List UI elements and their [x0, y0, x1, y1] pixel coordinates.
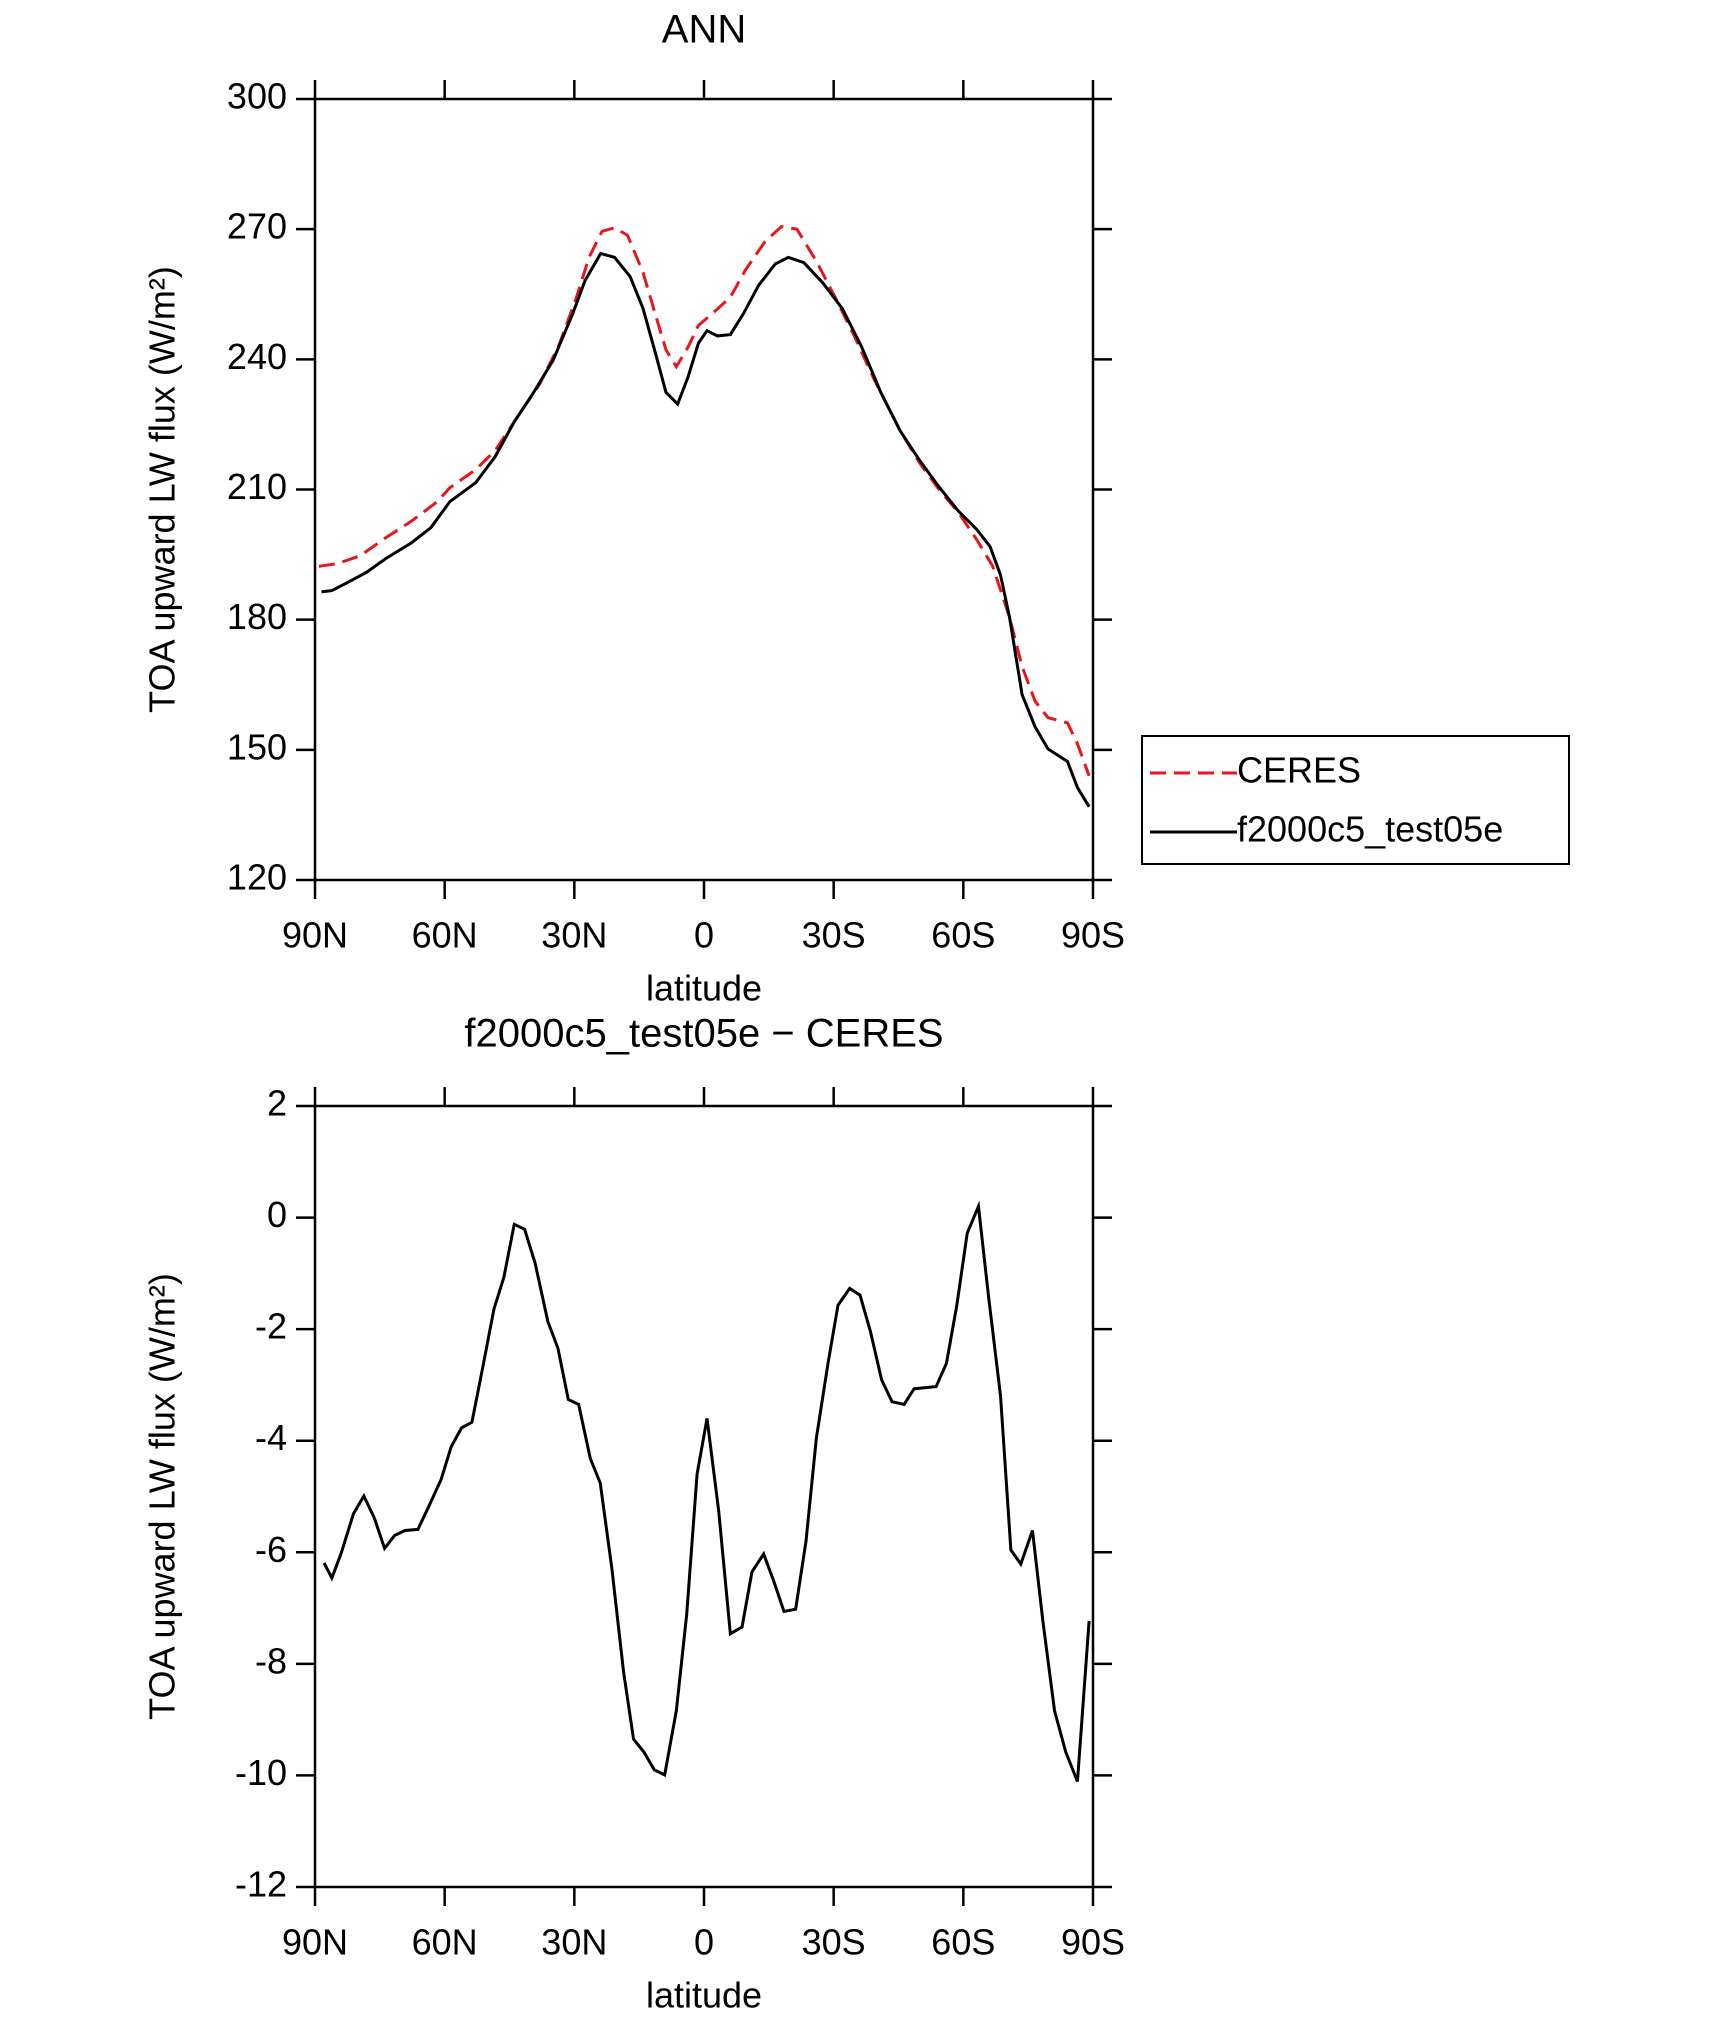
- x-tick-label: 30N: [541, 915, 607, 956]
- data-line: [318, 224, 1091, 777]
- y-tick-label: 270: [227, 206, 287, 247]
- y-tick-label: 150: [227, 726, 287, 767]
- data-line: [322, 1200, 1091, 1783]
- x-tick-label: 90N: [282, 915, 348, 956]
- y-tick-label: 210: [227, 466, 287, 507]
- x-tick-label: 60S: [931, 915, 995, 956]
- x-tick-label: 30N: [541, 1922, 607, 1963]
- x-tick-label: 90S: [1061, 1922, 1125, 1963]
- legend-label: f2000c5_test05e: [1237, 809, 1503, 850]
- y-tick-label: 0: [267, 1194, 287, 1235]
- y-tick-label: 180: [227, 596, 287, 637]
- x-axis-label: latitude: [646, 1975, 762, 2016]
- y-axis-label: TOA upward LW flux (W/m²): [142, 1273, 183, 1720]
- x-tick-label: 60N: [412, 915, 478, 956]
- x-tick-label: 0: [694, 1922, 714, 1963]
- y-tick-label: 300: [227, 76, 287, 117]
- y-axis-label: TOA upward LW flux (W/m²): [142, 266, 183, 713]
- x-tick-label: 90N: [282, 1922, 348, 1963]
- data-line: [321, 251, 1091, 808]
- x-axis-label: latitude: [646, 968, 762, 1009]
- x-tick-label: 60N: [412, 1922, 478, 1963]
- x-tick-label: 0: [694, 915, 714, 956]
- x-tick-label: 30S: [802, 1922, 866, 1963]
- y-tick-label: -8: [255, 1640, 287, 1681]
- chart-title: ANN: [662, 8, 746, 52]
- y-tick-label: 120: [227, 857, 287, 898]
- y-tick-label: -2: [255, 1306, 287, 1347]
- y-tick-label: 2: [267, 1083, 287, 1124]
- y-tick-label: -10: [235, 1752, 287, 1793]
- y-tick-label: 240: [227, 336, 287, 377]
- x-tick-label: 90S: [1061, 915, 1125, 956]
- y-tick-label: -4: [255, 1417, 287, 1458]
- x-tick-label: 30S: [802, 915, 866, 956]
- legend-label: CERES: [1237, 750, 1361, 791]
- y-tick-label: -6: [255, 1529, 287, 1570]
- legend-box: [1141, 735, 1570, 865]
- y-tick-label: -12: [235, 1864, 287, 1905]
- chart-title: f2000c5_test05e − CERES: [464, 1012, 943, 1056]
- x-tick-label: 60S: [931, 1922, 995, 1963]
- plot-frame: [313, 97, 1095, 882]
